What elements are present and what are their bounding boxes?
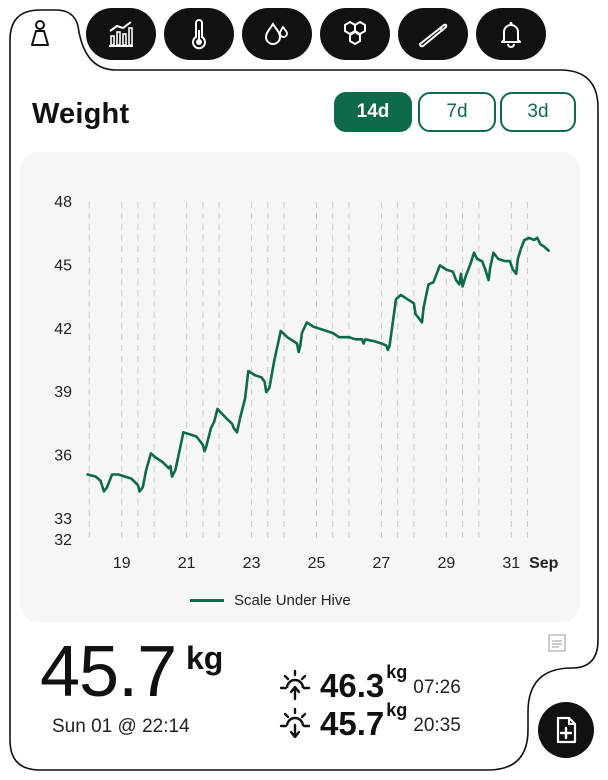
- weight-chart: 48 45 42 39 36 33 32 19 21 23 25 27 29 31 Sep: [20, 152, 580, 622]
- x-tick-label: 27: [373, 555, 391, 572]
- legend-swatch: [190, 599, 224, 602]
- y-tick-label: 45: [54, 257, 72, 274]
- x-tick-label: 29: [437, 555, 455, 572]
- min-weight-value: 45.7: [320, 705, 385, 742]
- max-weight-value: 46.3: [320, 667, 385, 704]
- chart-legend: Scale Under Hive: [190, 592, 351, 609]
- reading-datetime: Sun 01 @ 22:14: [52, 716, 190, 737]
- y-tick-label: 32: [54, 532, 72, 549]
- thermometer-icon: [192, 19, 206, 50]
- y-tick-label: 36: [54, 448, 72, 465]
- tab-alerts[interactable]: [476, 8, 546, 60]
- tab-hive-frames[interactable]: [320, 8, 390, 60]
- export-chart-icon[interactable]: [546, 632, 568, 654]
- tab-statistics[interactable]: [86, 8, 156, 60]
- x-tick-label: 25: [308, 555, 326, 572]
- weight-chart-svg: 48 45 42 39 36 33 32 19 21 23 25 27 29 31 Sep: [54, 194, 559, 572]
- honeycomb-icon: [344, 20, 366, 46]
- x-tick-label: 31: [502, 555, 520, 572]
- x-tick-label: Sep: [529, 555, 559, 572]
- range-7d-button[interactable]: 7d: [418, 92, 496, 132]
- legend-label: Scale Under Hive: [234, 592, 351, 609]
- tab-hive-tool[interactable]: [398, 8, 468, 60]
- min-weight-time: 20:35: [413, 715, 461, 736]
- scale-icon: [31, 20, 49, 46]
- y-tick-label: 33: [54, 511, 72, 528]
- tab-weight[interactable]: [12, 8, 68, 60]
- x-tick-label: 19: [113, 555, 131, 572]
- min-weight-unit: kg: [386, 700, 408, 720]
- sunset-icon: [279, 707, 311, 739]
- max-weight-unit: kg: [386, 662, 408, 682]
- add-report-button[interactable]: [538, 702, 594, 758]
- current-weight-unit: kg: [186, 640, 224, 676]
- sensor-tabs: [12, 8, 572, 60]
- range-3d-button[interactable]: 3d: [500, 92, 576, 132]
- page-title: Weight: [32, 98, 130, 130]
- max-weight-time: 07:26: [413, 677, 461, 698]
- tab-humidity[interactable]: [242, 8, 312, 60]
- bell-icon: [501, 22, 521, 48]
- range-14d-button[interactable]: 14d: [334, 92, 412, 132]
- hive-tool-icon: [419, 23, 448, 48]
- y-tick-label: 42: [54, 321, 72, 338]
- daily-min: 45.7 kg 20:35: [278, 700, 461, 740]
- current-weight-value: 45.7: [40, 632, 177, 712]
- x-tick-label: 23: [243, 555, 261, 572]
- y-tick-label: 39: [54, 384, 72, 401]
- daily-max: 46.3 kg 07:26: [278, 662, 461, 702]
- tab-temperature[interactable]: [164, 8, 234, 60]
- add-document-icon: [556, 716, 577, 744]
- series-line-scale-under-hive: [86, 236, 550, 493]
- humidity-icon: [264, 22, 288, 45]
- y-tick-label: 48: [54, 194, 72, 211]
- chart-icon: [109, 21, 133, 47]
- sunrise-icon: [279, 669, 311, 701]
- x-tick-label: 21: [178, 555, 196, 572]
